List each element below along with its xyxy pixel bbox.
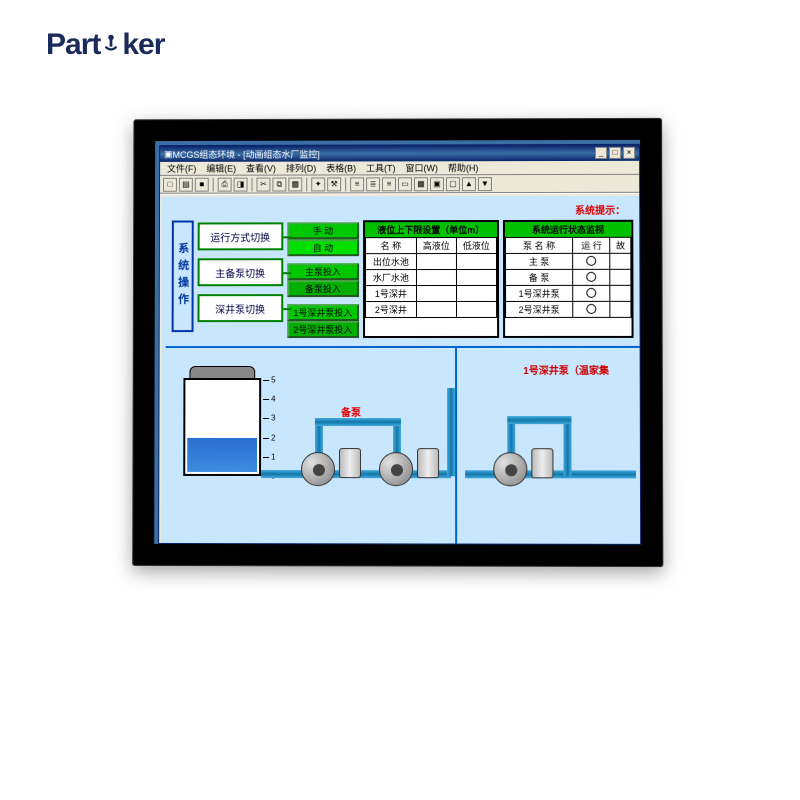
pipe [507,416,571,424]
menu-edit[interactable]: 编辑(E) [203,162,239,175]
cut-icon[interactable]: ✂ [256,177,270,191]
pump-main [379,452,413,486]
pipe [315,418,401,426]
align-r-icon[interactable]: ≡ [382,177,396,191]
table-row: 主 泵 [505,253,631,269]
menubar: 文件(F) 编辑(E) 查看(V) 排列(D) 表格(B) 工具(T) 窗口(W… [160,161,639,176]
tank-scale: 5 4 3 2 1 0 [263,380,279,476]
lamp-icon [587,303,597,313]
window-title: MCGS组态环境 - [动画组态水厂监控] [173,147,320,160]
close-button[interactable]: × [623,147,635,159]
table-row: 出位水池 [365,253,496,269]
scada-canvas: 系统提示： 系统操作 运行方式切换 主备泵切换 深井泵切换 [161,196,640,544]
app-icon: ▣ [164,148,172,159]
pipe [563,418,571,476]
btn-backpump[interactable]: 备泵投入 [287,280,359,297]
water-tank: 5 4 3 2 1 0 [183,366,261,476]
table-row: 1号深井 [365,285,496,301]
preview-icon[interactable]: ◨ [234,177,248,191]
btn-well2[interactable]: 2号深井泵投入 [287,321,359,338]
switch-runmode[interactable]: 运行方式切换 [197,222,283,250]
screen: ▣ MCGS组态环境 - [动画组态水厂监控] _ □ × 文件(F) 编辑(E… [154,140,641,545]
menu-help[interactable]: 帮助(H) [445,161,481,174]
grid-icon[interactable]: ▦ [414,177,428,191]
label-backup-pump: 备泵 [341,404,361,419]
green-button-column: 手 动 自 动 主泵投入 备泵投入 1号深井泵投入 2号深井泵投入 [287,222,359,338]
table-row: 泵 名 称 运 行 故 [505,237,631,253]
table-row: 名 称 高液位 低液位 [365,237,496,253]
btn-manual[interactable]: 手 动 [287,222,359,239]
control-panel: 系统操作 运行方式切换 主备泵切换 深井泵切换 手 动 自 动 [172,220,634,338]
btn-auto[interactable]: 自 动 [287,239,359,256]
level-limit-table: 液位上下限设置（单位m） 名 称 高液位 低液位 出位水池 水厂水池 1号深井 [363,220,499,338]
menu-window[interactable]: 窗口(W) [402,161,440,174]
table-row: 2号深井 [365,301,496,317]
table-row: 备 泵 [505,269,631,285]
lamp-icon [586,255,596,265]
process-diagram: 5 4 3 2 1 0 [165,346,640,544]
status-monitor-table: 系统运行状态监视 泵 名 称 运 行 故 主 泵 备 泵 1号深井泵 [503,220,634,338]
motor [339,448,361,478]
col-fault: 故 [610,237,631,253]
pump-well1 [493,452,527,486]
new-icon[interactable]: □ [163,177,177,191]
toolbar: □ ▤ ■ ⎙ ◨ ✂ ⧉ ▦ ✦ ⚒ ≡ ≣ ≡ ▭ ▦ ▣ ▢ [160,175,639,194]
titlebar[interactable]: ▣ MCGS组态环境 - [动画组态水厂监控] _ □ × [160,145,639,162]
switch-deepwell[interactable]: 深井泵切换 [197,294,283,322]
menu-tools[interactable]: 工具(T) [363,161,398,174]
print-icon[interactable]: ⎙ [218,177,232,191]
align-l-icon[interactable]: ≡ [350,177,364,191]
table-row: 1号深井泵 [505,285,631,301]
table2-title: 系统运行状态监视 [505,222,631,237]
table1-title: 液位上下限设置（单位m） [365,222,497,237]
group-icon[interactable]: ▣ [430,177,444,191]
label-well1: 1号深井泵（温家集 [521,362,611,377]
app-window: ▣ MCGS组态环境 - [动画组态水厂监控] _ □ × 文件(F) 编辑(E… [158,144,641,545]
tool-a-icon[interactable]: ✦ [311,177,325,191]
align-c-icon[interactable]: ≣ [366,177,380,191]
menu-arrange[interactable]: 排列(D) [283,162,319,175]
tool-b-icon[interactable]: ⚒ [327,177,341,191]
save-icon[interactable]: ■ [195,177,209,191]
lamp-icon [587,271,597,281]
menu-table[interactable]: 表格(B) [323,161,359,174]
pipe [447,388,455,476]
brand-logo: Partker [46,28,164,62]
menu-view[interactable]: 查看(V) [243,162,279,175]
menu-file[interactable]: 文件(F) [164,162,199,175]
monitor-frame: ▣ MCGS组态环境 - [动画组态水厂监控] _ □ × 文件(F) 编辑(E… [132,118,663,567]
switch-mainbackup[interactable]: 主备泵切换 [197,258,283,286]
maximize-button[interactable]: □ [609,147,621,159]
motor [531,448,553,478]
col-run: 运 行 [573,237,610,253]
paste-icon[interactable]: ▦ [288,177,302,191]
btn-well1[interactable]: 1号深井泵投入 [287,304,359,321]
dist-icon[interactable]: ▭ [398,177,412,191]
lamp-icon [587,287,597,297]
switch-column: 运行方式切换 主备泵切换 深井泵切换 [197,222,283,338]
back-icon[interactable]: ▼ [478,177,492,191]
pump-backup [301,452,335,486]
col-low: 低液位 [456,237,496,253]
col-name: 名 称 [365,238,416,254]
ungroup-icon[interactable]: ▢ [446,177,460,191]
front-icon[interactable]: ▲ [462,177,476,191]
sysop-label: 系统操作 [172,221,194,333]
open-icon[interactable]: ▤ [179,177,193,191]
btn-mainpump[interactable]: 主泵投入 [287,263,359,280]
col-pump: 泵 名 称 [505,237,572,253]
divider [455,348,457,544]
minimize-button[interactable]: _ [595,147,607,159]
copy-icon[interactable]: ⧉ [272,177,286,191]
table-row: 水厂水池 [365,269,496,285]
motor [417,448,439,478]
system-hint-label: 系统提示： [575,202,625,217]
table-row: 2号深井泵 [505,301,631,317]
col-high: 高液位 [416,238,456,254]
client-area: 系统提示： 系统操作 运行方式切换 主备泵切换 深井泵切换 [159,193,640,544]
